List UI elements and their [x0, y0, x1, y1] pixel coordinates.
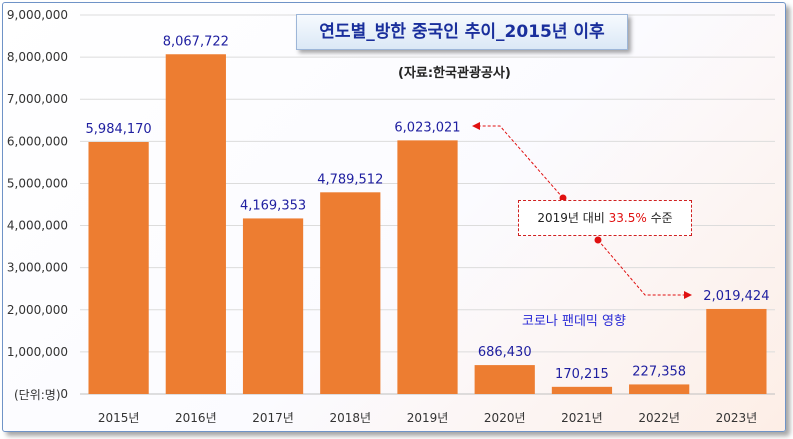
comparison-prefix: 2019년 대비 — [537, 211, 605, 225]
bar — [88, 141, 149, 394]
x-tick-label: 2020년 — [484, 411, 526, 425]
y-tick-label: 6,000,000 — [7, 134, 68, 148]
y-tick-label: 3,000,000 — [7, 261, 68, 275]
x-tick-label: 2022년 — [638, 411, 680, 425]
y-tick-label: 0 — [60, 387, 68, 401]
bar — [165, 54, 226, 394]
chart-title: 연도별_방한 중국인 추이_2015년 이후 — [296, 14, 628, 50]
arrow-dot-bottom — [594, 236, 602, 244]
data-label: 5,984,170 — [86, 122, 152, 137]
arrow-dot-top — [559, 194, 567, 202]
bar — [397, 140, 458, 394]
comparison-percent: 33.5% — [608, 211, 647, 225]
comparison-callout: 2019년 대비 33.5% 수준 — [518, 200, 692, 236]
bar — [629, 384, 690, 394]
bar — [706, 308, 767, 394]
y-tick-label: 8,000,000 — [7, 50, 68, 64]
bar — [320, 192, 381, 394]
x-tick-label: 2018년 — [329, 411, 371, 425]
y-tick-label: 1,000,000 — [7, 345, 68, 359]
data-label: 2,019,424 — [703, 289, 769, 304]
bar — [551, 386, 613, 394]
x-tick-label: 2023년 — [716, 411, 758, 425]
y-tick-label: 2,000,000 — [7, 303, 68, 317]
bar — [242, 218, 304, 394]
y-tick-label: 9,000,000 — [7, 8, 68, 22]
data-label: 686,430 — [478, 345, 532, 360]
y-tick-label: 4,000,000 — [7, 219, 68, 233]
arrow-to-2019 — [472, 122, 564, 199]
x-tick-label: 2019년 — [407, 411, 449, 425]
arrow-to-2023 — [597, 239, 692, 299]
x-tick-label: 2021년 — [561, 411, 603, 425]
data-label: 4,789,512 — [317, 172, 383, 187]
comparison-suffix: 수준 — [650, 211, 673, 225]
pandemic-annotation: 코로나 팬데믹 영향 — [522, 314, 626, 329]
x-tick-label: 2015년 — [98, 411, 140, 425]
unit-label: (단위:명) — [14, 388, 61, 402]
data-label: 4,169,353 — [240, 198, 306, 213]
source-note: (자료:한국관광공사) — [398, 66, 511, 81]
data-label: 227,358 — [632, 364, 686, 379]
data-label: 170,215 — [555, 367, 609, 382]
y-tick-label: 5,000,000 — [7, 176, 68, 190]
x-tick-label: 2016년 — [175, 411, 217, 425]
bar — [474, 365, 535, 394]
data-label: 6,023,021 — [394, 120, 460, 135]
x-tick-label: 2017년 — [252, 411, 294, 425]
y-tick-label: 7,000,000 — [7, 92, 68, 106]
data-label: 8,067,722 — [163, 34, 229, 49]
